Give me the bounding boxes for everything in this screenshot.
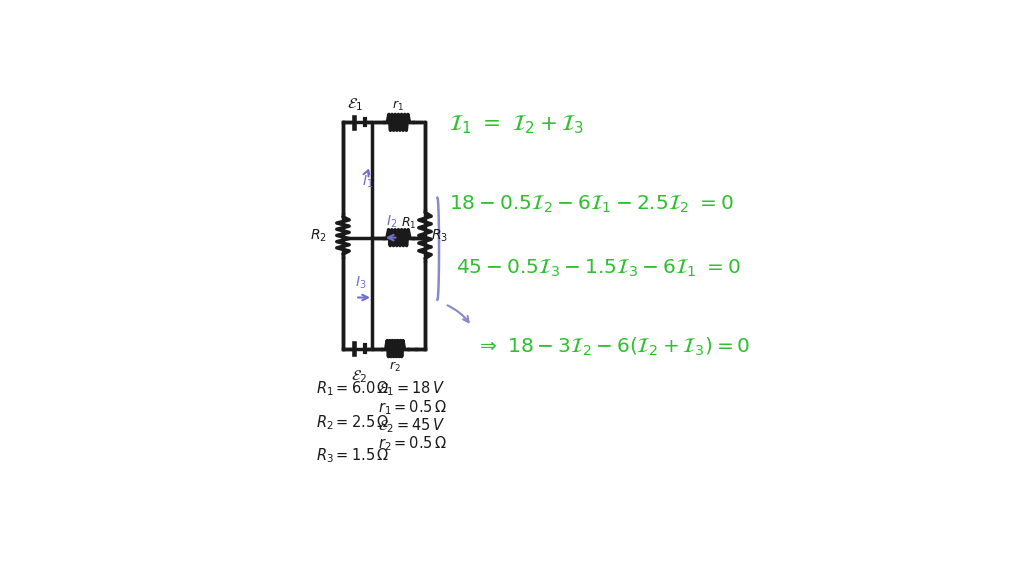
Text: $R_1 = 6.0\,\Omega$: $R_1 = 6.0\,\Omega$ xyxy=(316,380,389,398)
Text: $R_3$: $R_3$ xyxy=(431,228,447,244)
Text: $\mathcal{I}_1\ =\ \mathcal{I}_2 + \mathcal{I}_3$: $\mathcal{I}_1\ =\ \mathcal{I}_2 + \math… xyxy=(450,113,585,136)
Text: $\mathcal{E}_2 = 45\,V$: $\mathcal{E}_2 = 45\,V$ xyxy=(379,416,445,435)
Text: $R_3 = 1.5\,\Omega$: $R_3 = 1.5\,\Omega$ xyxy=(316,446,389,465)
Text: $r_1 = 0.5\,\Omega$: $r_1 = 0.5\,\Omega$ xyxy=(379,398,447,416)
Text: $\mathcal{E}_2$: $\mathcal{E}_2$ xyxy=(351,369,368,385)
Text: $r_1$: $r_1$ xyxy=(392,100,404,113)
Text: $r_2 = 0.5\,\Omega$: $r_2 = 0.5\,\Omega$ xyxy=(379,434,447,453)
Text: $R_1$: $R_1$ xyxy=(400,216,416,231)
Text: $r_2$: $r_2$ xyxy=(389,359,401,374)
Text: $I_3$: $I_3$ xyxy=(355,275,367,291)
Text: $\Rightarrow\ 18 - 3\mathcal{I}_2 - 6(\mathcal{I}_2+\mathcal{I}_3) =0$: $\Rightarrow\ 18 - 3\mathcal{I}_2 - 6(\m… xyxy=(476,335,751,358)
Text: $45 - 0.5\mathcal{I}_3 - 1.5\mathcal{I}_3 - 6\mathcal{I}_1\ = 0$: $45 - 0.5\mathcal{I}_3 - 1.5\mathcal{I}_… xyxy=(456,257,741,279)
Text: $\mathcal{E}_1$: $\mathcal{E}_1$ xyxy=(347,97,364,113)
Text: $18 - 0.5\mathcal{I}_2 - 6\mathcal{I}_1 - 2.5\mathcal{I}_2\ =0$: $18 - 0.5\mathcal{I}_2 - 6\mathcal{I}_1 … xyxy=(450,194,734,215)
Text: $\mathcal{E}_1 = 18\,V$: $\mathcal{E}_1 = 18\,V$ xyxy=(379,380,445,398)
Text: $R_2 = 2.5\,\Omega$: $R_2 = 2.5\,\Omega$ xyxy=(316,413,389,431)
Text: $R_2$: $R_2$ xyxy=(310,228,327,244)
Text: $I_1$: $I_1$ xyxy=(361,173,373,190)
Text: $I_2$: $I_2$ xyxy=(386,213,397,230)
